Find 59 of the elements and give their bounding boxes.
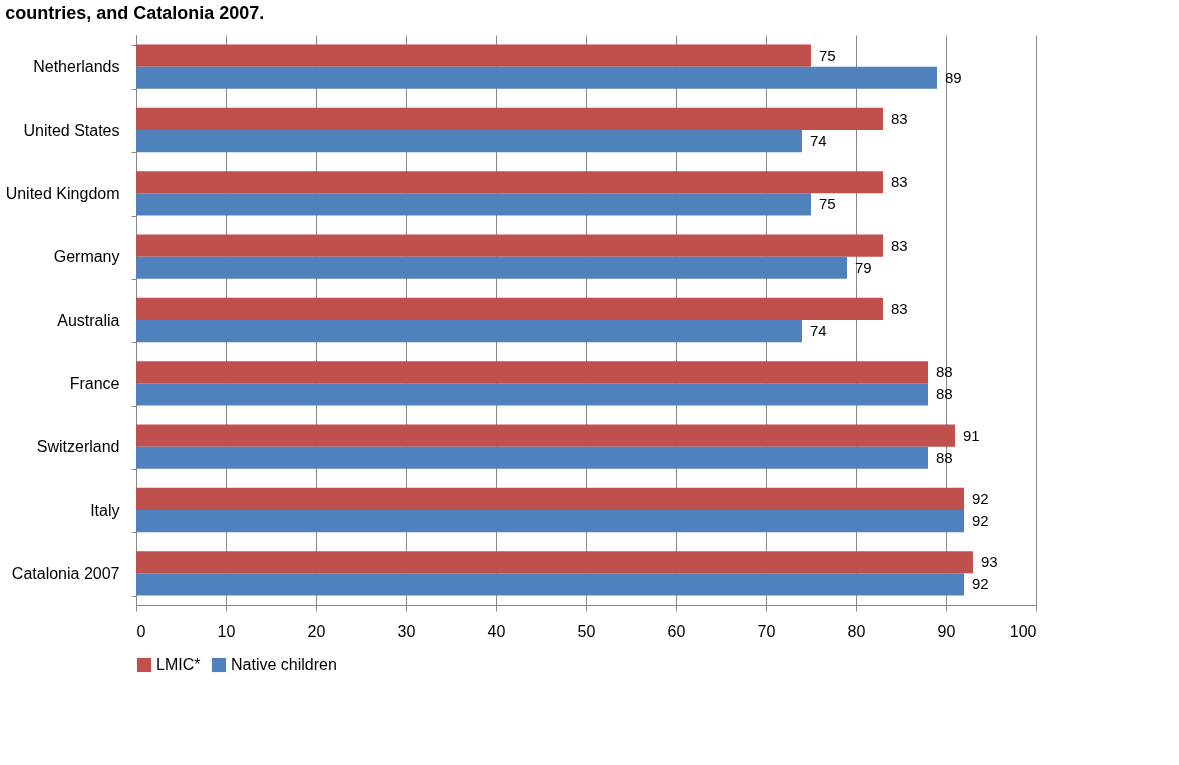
data-label: 89 (945, 68, 962, 86)
x-tick-label: 80 (847, 622, 866, 640)
data-label: 75 (819, 46, 836, 64)
y-tick-label: United Kingdom (5, 184, 120, 202)
bar (136, 424, 955, 447)
bar (136, 297, 883, 320)
legend-label: Native children (231, 656, 337, 673)
legend-label: LMIC* (156, 656, 201, 673)
data-label: 88 (936, 385, 953, 403)
bar (136, 551, 973, 574)
y-tick-label: France (69, 374, 120, 392)
y-tick-label: Catalonia 2007 (11, 564, 120, 582)
x-tick-label: 0 (136, 622, 146, 640)
x-tick-label: 20 (307, 622, 326, 640)
y-tick-label: United States (23, 121, 120, 139)
bar (136, 573, 964, 596)
y-tick-label: Australia (57, 311, 120, 329)
bar (136, 66, 937, 89)
data-label: 92 (972, 575, 989, 593)
x-tick-label: 70 (757, 622, 776, 640)
bar (136, 361, 928, 384)
bar (136, 44, 811, 67)
bar (136, 320, 802, 343)
data-label: 83 (891, 299, 908, 317)
y-tick-label: Italy (90, 501, 120, 519)
x-tick-label: 100 (1009, 622, 1037, 640)
bar (136, 130, 802, 153)
data-label: 92 (972, 489, 989, 507)
x-tick-label: 90 (937, 622, 956, 640)
data-label: 75 (819, 195, 836, 213)
data-label: 83 (891, 109, 908, 127)
bar (136, 256, 847, 279)
y-tick-label: Germany (53, 248, 120, 266)
data-label: 91 (963, 426, 980, 444)
data-label: 83 (891, 173, 908, 191)
bar (136, 383, 928, 406)
x-tick-label: 30 (397, 622, 416, 640)
y-tick-label: Switzerland (36, 438, 120, 456)
y-tick-label: Netherlands (33, 58, 120, 76)
data-label: 92 (972, 512, 989, 530)
data-label: 88 (936, 448, 953, 466)
bar (136, 193, 811, 216)
x-tick-label: 50 (577, 622, 596, 640)
bar (136, 487, 964, 510)
data-label: 74 (810, 322, 827, 340)
bar (136, 446, 928, 469)
x-tick-label: 40 (487, 622, 506, 640)
data-label: 93 (981, 553, 998, 571)
bar (136, 234, 883, 257)
data-label: 83 (891, 236, 908, 254)
chart-title: countries, and Catalonia 2007. (5, 3, 265, 23)
x-tick-label: 60 (667, 622, 686, 640)
x-tick-label: 10 (217, 622, 236, 640)
bar (136, 107, 883, 130)
bar (136, 510, 964, 533)
data-label: 74 (810, 132, 827, 150)
data-label: 88 (936, 363, 953, 381)
data-label: 79 (855, 258, 872, 276)
bar (136, 171, 883, 194)
